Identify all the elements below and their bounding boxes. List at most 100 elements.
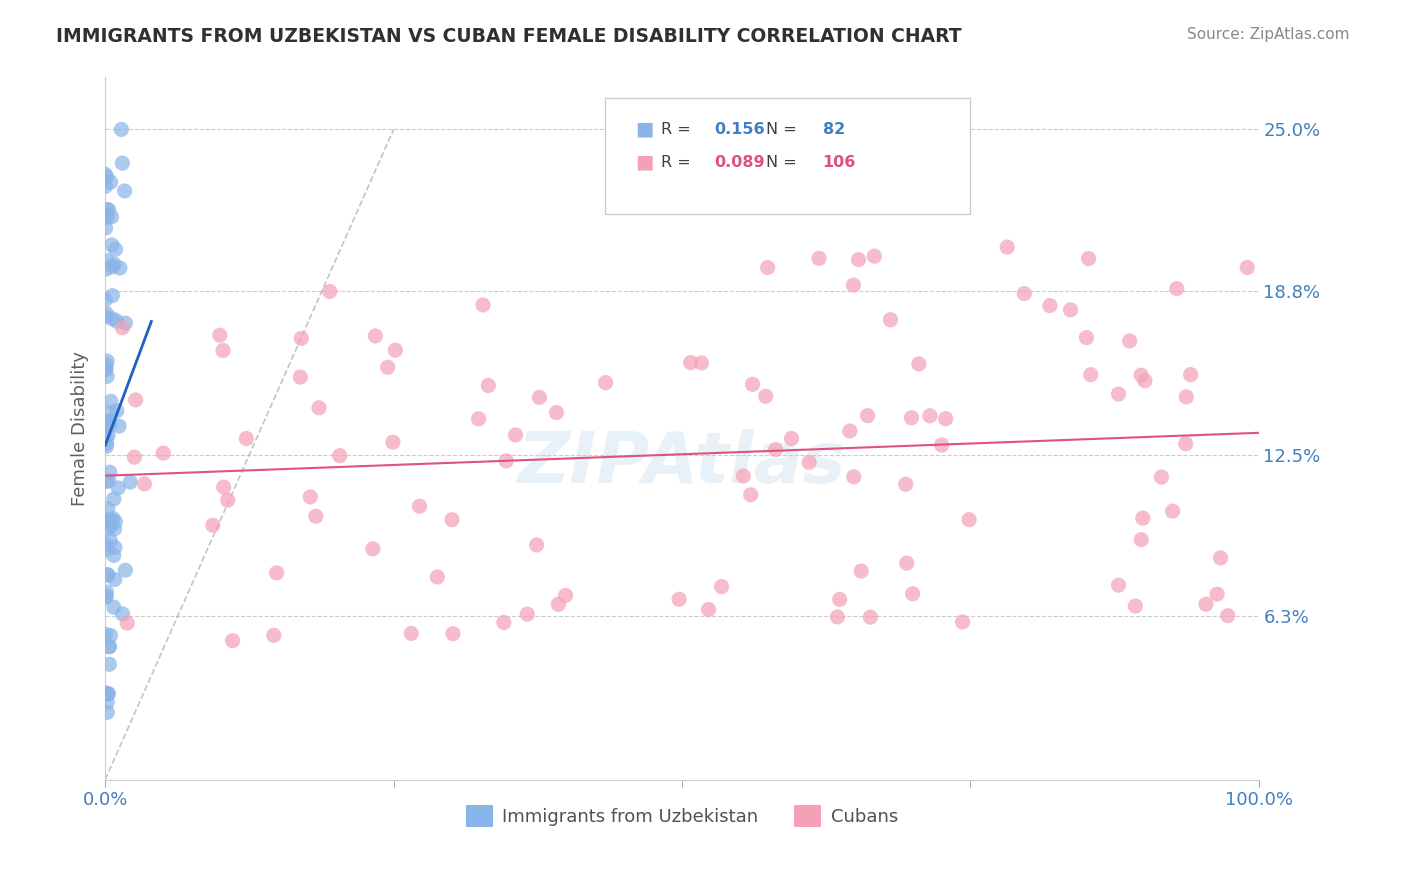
Point <box>96 695 118 709</box>
Point <box>1195 597 1218 611</box>
Point <box>1216 608 1239 623</box>
Point <box>96 706 118 720</box>
Point <box>103 600 125 615</box>
Point <box>697 602 720 616</box>
Point <box>98 657 121 672</box>
Text: R =: R = <box>661 122 700 136</box>
Point <box>97 522 120 536</box>
Point <box>221 633 243 648</box>
Point <box>894 477 917 491</box>
Point <box>94 363 117 377</box>
Point <box>842 278 865 293</box>
Point <box>96 358 118 372</box>
Point <box>1133 374 1156 388</box>
Point <box>290 370 312 384</box>
Point <box>104 243 127 257</box>
Point <box>96 306 118 320</box>
Point <box>1108 578 1130 592</box>
Point <box>152 446 174 460</box>
Point <box>690 356 713 370</box>
Point <box>94 627 117 641</box>
Point <box>212 480 235 494</box>
Point <box>201 518 224 533</box>
Point <box>1059 302 1081 317</box>
Point <box>896 556 918 570</box>
Point <box>97 474 120 488</box>
Point <box>94 513 117 527</box>
Point <box>780 432 803 446</box>
Point <box>408 500 430 514</box>
Point <box>299 490 322 504</box>
Point <box>101 288 124 302</box>
Point <box>97 687 120 701</box>
Text: R =: R = <box>661 155 700 169</box>
Point <box>101 311 124 326</box>
Point <box>1150 470 1173 484</box>
Point <box>1180 368 1202 382</box>
Point <box>1236 260 1258 275</box>
Text: N =: N = <box>766 155 803 169</box>
Point <box>1130 368 1153 383</box>
Point <box>96 262 118 277</box>
Point <box>208 328 231 343</box>
Point <box>114 563 136 577</box>
Point <box>329 449 352 463</box>
Point <box>266 566 288 580</box>
Point <box>935 411 957 425</box>
Point <box>94 591 117 605</box>
Legend: Immigrants from Uzbekistan, Cubans: Immigrants from Uzbekistan, Cubans <box>458 797 905 834</box>
Point <box>98 417 121 432</box>
Point <box>111 607 134 621</box>
Point <box>100 519 122 533</box>
Point <box>1161 504 1184 518</box>
Point <box>995 240 1018 254</box>
Point <box>100 533 122 548</box>
Point <box>851 564 873 578</box>
Point <box>94 686 117 700</box>
Point <box>1076 330 1098 344</box>
Point <box>1118 334 1140 348</box>
Point <box>96 589 118 603</box>
Point <box>94 167 117 181</box>
Point <box>103 522 125 536</box>
Point <box>97 567 120 582</box>
Point <box>105 403 128 417</box>
Point <box>111 156 134 170</box>
Point <box>96 369 118 384</box>
Text: IMMIGRANTS FROM UZBEKISTAN VS CUBAN FEMALE DISABILITY CORRELATION CHART: IMMIGRANTS FROM UZBEKISTAN VS CUBAN FEMA… <box>56 27 962 45</box>
Point <box>235 432 257 446</box>
Point <box>120 475 142 489</box>
Text: 0.089: 0.089 <box>714 155 765 169</box>
Point <box>100 175 122 189</box>
Point <box>495 454 517 468</box>
Point <box>124 450 146 465</box>
Point <box>96 253 118 268</box>
Point <box>901 587 924 601</box>
Point <box>103 549 125 563</box>
Point <box>212 343 235 358</box>
Point <box>755 389 778 403</box>
Point <box>1166 282 1188 296</box>
Point <box>98 640 121 654</box>
Point <box>529 391 551 405</box>
Point <box>96 439 118 453</box>
Point <box>741 377 763 392</box>
Point <box>908 357 931 371</box>
Point <box>377 360 399 375</box>
Point <box>100 210 122 224</box>
Point <box>97 428 120 442</box>
Point <box>94 537 117 551</box>
Point <box>440 513 463 527</box>
Point <box>263 628 285 642</box>
Point <box>110 122 132 136</box>
Point <box>1014 286 1036 301</box>
Point <box>595 376 617 390</box>
Point <box>848 252 870 267</box>
Point <box>94 430 117 444</box>
Point <box>526 538 548 552</box>
Text: 0.156: 0.156 <box>714 122 765 136</box>
Point <box>710 580 733 594</box>
Point <box>1108 387 1130 401</box>
Point <box>807 252 830 266</box>
Point <box>105 314 128 328</box>
